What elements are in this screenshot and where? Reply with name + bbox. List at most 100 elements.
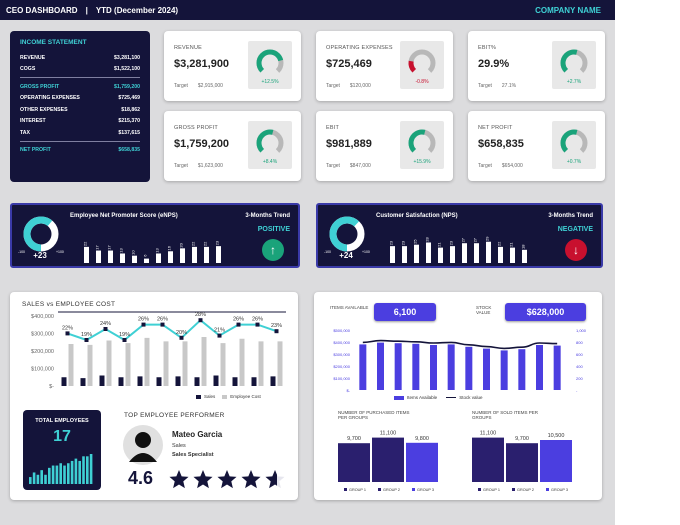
kpi-value: 29.9% (478, 58, 510, 70)
star-icon (217, 470, 237, 489)
header-bar: CEO DASHBOARD | YTD (December 2024) COMP… (0, 0, 615, 20)
trend-bar (144, 258, 149, 263)
percent-marker (274, 329, 279, 334)
percent-label: 26% (233, 317, 244, 323)
items-bar (377, 342, 384, 390)
left-tick: $300,000 (333, 352, 350, 357)
employee-bar (51, 465, 55, 484)
kpi-card: NET PROFIT $658,835 Target $654,000 +0.7% (468, 111, 605, 181)
sold-title: NUMBER OF SOLD ITEMS PER GROUPS (472, 410, 539, 421)
items-bar (430, 345, 437, 390)
kpi-gauge (256, 49, 284, 77)
kpi-value: $3,281,900 (174, 58, 230, 70)
group-legend-label: GROUP 1 (483, 488, 500, 492)
y-tick-label: $200,000 (31, 349, 54, 355)
kpi-target: Target $1,623,000 (174, 163, 223, 169)
kpi-gauge-fill (560, 129, 588, 157)
trend-bar-label: 23 (401, 240, 406, 245)
star-icon (241, 470, 261, 489)
kpi-gauge (560, 129, 588, 157)
trend-bar (84, 246, 89, 263)
income-label: REVENUE (20, 54, 46, 61)
trend-bar (426, 242, 431, 263)
group-bar (540, 440, 572, 482)
trend-bar-label: 29 (485, 236, 490, 241)
trend-bar (510, 247, 515, 263)
kpi-gauge-box: -0.8% (400, 41, 444, 89)
trend-bar (156, 253, 161, 263)
trend-bar-label: 21 (437, 242, 442, 247)
nps-trend-label: 3-Months Trend (548, 213, 593, 219)
stock-value-label: STOCK VALUE (476, 305, 492, 316)
group-legend-swatch (412, 488, 415, 491)
kpi-card: REVENUE $3,281,900 Target $2,915,000 +12.… (164, 31, 301, 101)
trend-bar-label: 10 (131, 250, 136, 255)
income-label: COGS (20, 66, 36, 73)
percent-label: 28% (195, 312, 206, 318)
enps-score: +23 (33, 251, 47, 260)
kpi-gauge-box: +2.7% (552, 41, 596, 89)
right-tick: 800 (576, 340, 583, 345)
kpi-card: EBIT $981,889 Target $847,000 +15.9% (316, 111, 453, 181)
income-row-interest: INTEREST $215,370 (20, 116, 140, 128)
income-label: OPERATING EXPENSES (20, 95, 80, 102)
inventory-panel: ITEMS AVAILABLE 6,100 STOCK VALUE $628,0… (314, 292, 602, 500)
kpi-target: Target $120,000 (326, 83, 371, 89)
sales-vs-cost-chart: $400,000 $300,000 $200,000 $100,000 $- 22% 19%… (31, 311, 286, 390)
cost-bar (106, 340, 112, 386)
items-bar (518, 349, 526, 390)
kpi-target: Target $654,000 (478, 163, 523, 169)
kpi-delta: +15.9% (413, 159, 431, 165)
kpi-value: $658,835 (478, 138, 524, 150)
employee-bar (67, 463, 70, 484)
legend-cost: Employee Cost (230, 394, 261, 399)
sales-chart-title: SALES vs EMPLOYEE COST (22, 301, 116, 308)
nps-gauge (329, 216, 365, 252)
sales-bar (156, 377, 162, 386)
trend-bar (108, 250, 113, 263)
sales-bar (175, 376, 181, 386)
group-bar (406, 442, 438, 482)
sales-panel: SALES vs EMPLOYEE COST $400,000 $300,000 $… (10, 292, 298, 500)
employee-bar (36, 474, 40, 484)
enps-title: Employee Net Promoter Score (eNPS) (70, 213, 178, 219)
kpi-gauge-box: +8.4% (248, 121, 292, 169)
trend-bar-label: 22 (83, 241, 88, 246)
kpi-card: OPERATING EXPENSES $725,469 Target $120,0… (316, 31, 453, 101)
legend-swatch-items (394, 395, 404, 400)
income-value: $18,862 (121, 106, 140, 113)
enps-max: +100 (56, 250, 64, 254)
items-bar (394, 343, 402, 390)
cost-bar (125, 343, 131, 386)
group-bar (506, 443, 538, 482)
trend-bar-label: 13 (155, 247, 160, 252)
trend-bar (216, 246, 221, 263)
employee-bar (55, 465, 59, 484)
trend-bar (414, 244, 419, 263)
group-legend-swatch (546, 488, 549, 491)
income-label: NET PROFIT (20, 147, 51, 154)
trend-bar-label: 25 (413, 239, 418, 244)
kpi-name: OPERATING EXPENSES (326, 45, 393, 51)
trend-bar (462, 243, 467, 263)
y-tick-label: $300,000 (31, 332, 54, 338)
sales-bar (213, 375, 219, 386)
percent-marker (179, 335, 184, 340)
employee-bar (44, 474, 47, 484)
legend-swatch-cost (222, 394, 228, 399)
group-legend-swatch (378, 488, 381, 491)
sales-bar (99, 375, 105, 386)
sold-items-chart: 11,100 GROUP 1 9,700 GROUP 2 10,500 GROUP 3 (472, 431, 572, 492)
arrow-down-icon: ↓ (565, 239, 587, 261)
group-value-label: 10,500 (548, 433, 565, 439)
income-value: $725,469 (118, 95, 140, 102)
kpi-value: $1,759,200 (174, 138, 230, 150)
items-bar (500, 350, 508, 390)
nps-score: +24 (339, 251, 353, 260)
enps-gauge (23, 216, 59, 252)
kpi-card: EBIT% 29.9% Target 27.1% +2.7% (468, 31, 605, 101)
kpi-gauge (408, 129, 436, 157)
kpi-gauge (560, 49, 588, 77)
y-tick-label: $100,000 (31, 367, 54, 373)
sales-bar (251, 377, 257, 386)
